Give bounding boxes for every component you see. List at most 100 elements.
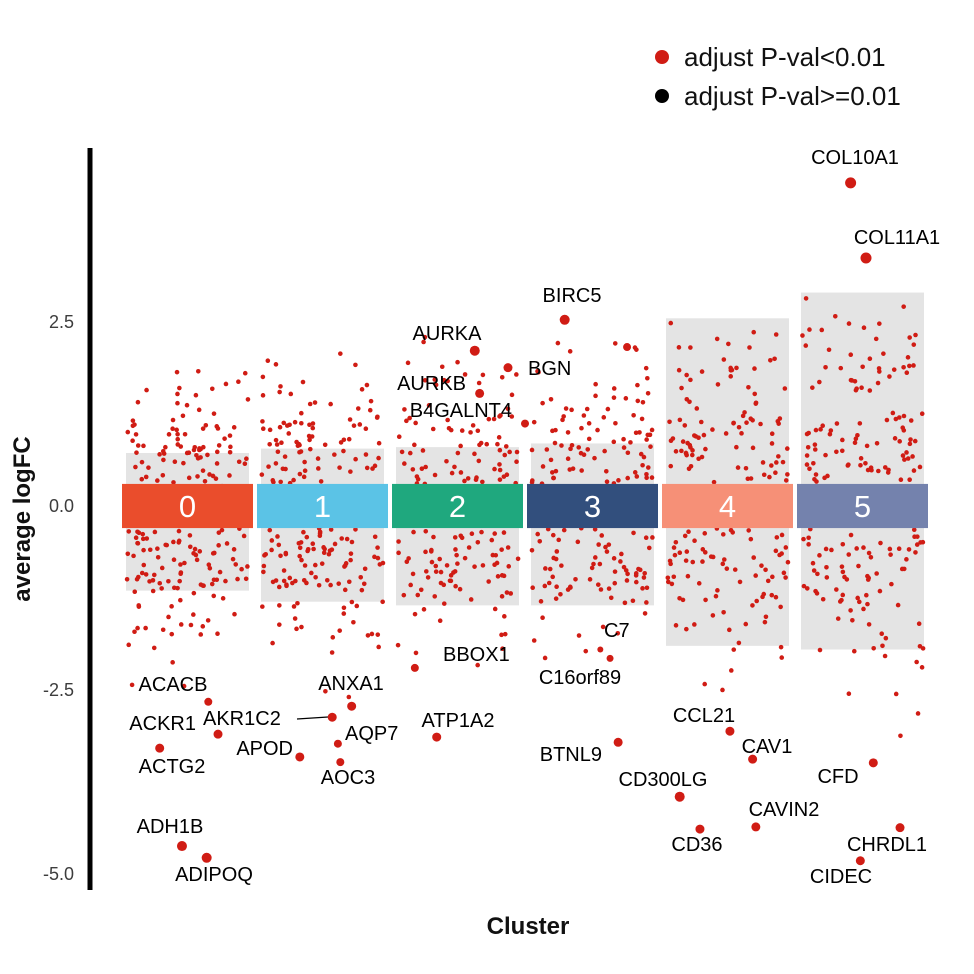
- scatter-point: [751, 555, 757, 560]
- scatter-point: [644, 475, 649, 481]
- scatter-point: [581, 413, 587, 418]
- scatter-point: [341, 605, 347, 611]
- legend-dot-nonsignificant: [655, 89, 669, 103]
- scatter-point: [309, 570, 314, 576]
- scatter-point: [129, 682, 135, 688]
- scatter-point: [178, 562, 183, 567]
- scatter-point: [322, 442, 328, 448]
- scatter-point: [161, 457, 166, 463]
- scatter-point: [151, 645, 157, 651]
- scatter-point: [459, 428, 465, 433]
- scatter-point: [644, 585, 650, 591]
- scatter-point: [840, 569, 846, 575]
- scatter-point: [685, 573, 691, 579]
- scatter-point: [431, 534, 436, 540]
- scatter-point: [273, 437, 279, 443]
- scatter-point: [728, 374, 734, 379]
- scatter-point: [606, 542, 612, 547]
- scatter-point: [889, 581, 894, 587]
- scatter-point: [644, 471, 649, 477]
- scatter-point: [807, 327, 812, 332]
- legend-label-nonsignificant: adjust P-val>=0.01: [684, 81, 901, 111]
- legend-label-significant: adjust P-val<0.01: [684, 42, 886, 72]
- scatter-point: [710, 427, 715, 432]
- scatter-point: [462, 372, 468, 377]
- scatter-point: [679, 448, 684, 454]
- scatter-point: [260, 393, 266, 398]
- gene-point-BTNL9: [613, 737, 623, 747]
- scatter-point: [633, 430, 639, 436]
- scatter-point: [447, 578, 453, 584]
- scatter-point: [721, 557, 727, 562]
- scatter-point: [876, 468, 881, 474]
- scatter-point: [667, 419, 672, 425]
- scatter-point: [677, 417, 683, 423]
- scatter-point: [275, 449, 281, 455]
- scatter-point: [851, 648, 857, 654]
- scatter-point: [804, 586, 810, 591]
- scatter-point: [421, 607, 427, 612]
- scatter-point: [302, 468, 308, 474]
- scatter-point: [501, 573, 507, 579]
- scatter-point: [611, 556, 617, 561]
- scatter-point: [700, 559, 705, 564]
- scatter-point: [643, 365, 649, 371]
- scatter-point: [358, 575, 364, 580]
- scatter-point: [495, 574, 501, 579]
- scatter-point: [908, 418, 914, 423]
- scatter-point: [180, 413, 186, 419]
- scatter-point: [470, 423, 476, 428]
- scatter-point: [646, 545, 652, 551]
- scatter-point: [914, 542, 920, 547]
- scatter-point: [475, 662, 480, 668]
- scatter-point: [376, 440, 382, 446]
- scatter-point: [907, 363, 912, 369]
- scatter-point: [177, 578, 182, 584]
- scatter-point: [501, 530, 507, 535]
- scatter-point: [748, 476, 754, 481]
- scatter-point: [641, 454, 647, 460]
- scatter-point: [200, 624, 206, 629]
- scatter-point: [341, 437, 347, 443]
- scatter-point: [768, 357, 773, 363]
- scatter-point: [774, 535, 780, 540]
- scatter-point: [743, 621, 749, 627]
- scatter-point: [346, 436, 352, 442]
- scatter-point: [559, 443, 564, 448]
- scatter-point: [457, 586, 463, 592]
- scatter-point: [783, 575, 788, 580]
- scatter-point: [287, 422, 292, 428]
- scatter-point: [476, 380, 482, 386]
- scatter-point: [267, 441, 272, 447]
- scatter-point: [242, 461, 248, 466]
- scatter-point: [846, 691, 852, 697]
- scatter-point: [583, 648, 589, 654]
- gene-label-CHRDL1: CHRDL1: [847, 834, 927, 856]
- scatter-point: [265, 358, 271, 363]
- scatter-point: [904, 370, 910, 376]
- scatter-point: [612, 569, 618, 574]
- scatter-point: [259, 472, 265, 477]
- scatter-point: [195, 474, 200, 479]
- scatter-point: [423, 464, 428, 470]
- scatter-point: [907, 477, 912, 482]
- scatter-point: [919, 411, 925, 417]
- scatter-point: [209, 386, 215, 392]
- scatter-point: [598, 587, 604, 592]
- scatter-point: [538, 599, 544, 604]
- gene-label-BTNL9: BTNL9: [540, 744, 602, 766]
- scatter-point: [746, 528, 752, 533]
- scatter-point: [239, 566, 244, 572]
- scatter-point: [773, 594, 779, 600]
- gene-point-BGN: [503, 363, 513, 373]
- scatter-point: [465, 476, 471, 481]
- scatter-point: [227, 449, 233, 455]
- scatter-point: [217, 569, 223, 575]
- scatter-point: [637, 430, 642, 435]
- scatter-point: [499, 374, 505, 380]
- scatter-point: [452, 535, 458, 540]
- scatter-point: [871, 645, 876, 651]
- scatter-point: [586, 421, 592, 426]
- scatter-point: [430, 426, 436, 432]
- scatter-point: [281, 568, 287, 573]
